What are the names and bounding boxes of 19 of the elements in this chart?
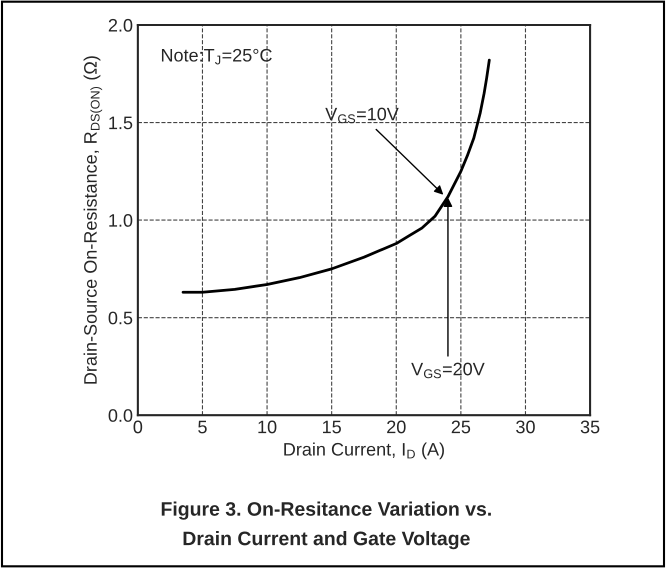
y-tick-label: 0.5 <box>108 312 132 324</box>
annotation: V$_{GS}$=20V <box>411 362 485 378</box>
y-axis-title: Drain-Source On-Resistance, R$_{DS(ON)}$ (Ω) <box>84 56 102 384</box>
x-tick-label: 20 <box>387 420 406 434</box>
y-tick-label: 0.0 <box>108 409 132 422</box>
annotation: V$_{GS}$=10V <box>325 108 399 124</box>
y-tick-label: 1.5 <box>109 116 132 130</box>
y-tick-label: 2.0 <box>108 18 132 32</box>
annotation: Note:T$_{J}$=25°C <box>162 48 272 64</box>
x-axis-title: Drain Current, I$_{D}$ (A) <box>284 442 444 460</box>
y-tick-label: 1.0 <box>109 214 132 227</box>
x-tick-label: 15 <box>323 420 341 434</box>
x-tick-label: 0 <box>134 420 142 434</box>
x-tick-label: 5 <box>198 420 207 434</box>
x-tick-label: 35 <box>580 420 600 434</box>
x-tick-label: 10 <box>258 420 276 434</box>
x-tick-label: 30 <box>516 420 535 434</box>
text: Figure 3. On-Resitance Variation vs. Drain Current and Gate Voltage <box>162 502 491 550</box>
x-tick-label: 25 <box>452 420 470 434</box>
